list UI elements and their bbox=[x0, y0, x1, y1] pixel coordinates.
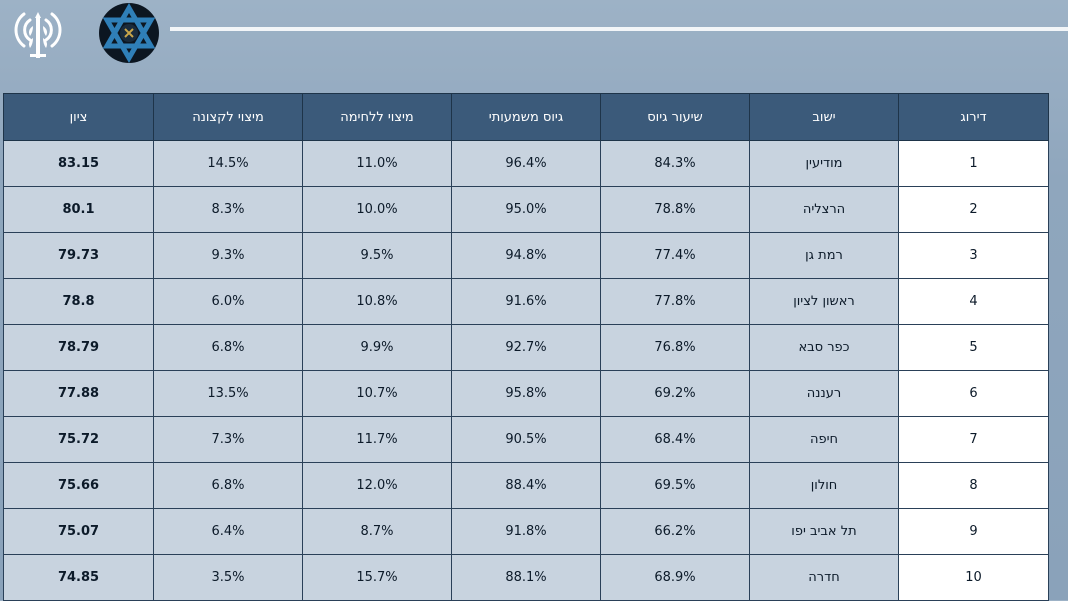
combat-utilization-cell: 10.7% bbox=[302, 370, 452, 417]
meaningful-enlistment-cell: 91.6% bbox=[451, 278, 601, 325]
meaningful-enlistment-cell: 94.8% bbox=[451, 232, 601, 279]
enlistment-rate-cell: 78.8% bbox=[600, 186, 750, 233]
city-cell: מודיעין bbox=[749, 140, 899, 187]
combat-utilization-cell: 8.7% bbox=[302, 508, 452, 555]
table-row: 8 חולון 69.5% 88.4% 12.0% 6.8% 75.66 bbox=[3, 462, 1049, 509]
city-cell: תל אביב יפו bbox=[749, 508, 899, 555]
meaningful-enlistment-cell: 92.7% bbox=[451, 324, 601, 371]
header-meaningful-enlistment: גיוס משמעותי bbox=[451, 93, 601, 141]
score-cell: 77.88 bbox=[3, 370, 154, 417]
city-ranking-table: דירוג ישוב שיעור גיוס גיוס משמעותי מיצוי… bbox=[3, 93, 1049, 601]
table-row: 7 חיפה 68.4% 90.5% 11.7% 7.3% 75.72 bbox=[3, 416, 1049, 463]
score-cell: 75.66 bbox=[3, 462, 154, 509]
combat-utilization-cell: 9.5% bbox=[302, 232, 452, 279]
city-cell: ראשון לציון bbox=[749, 278, 899, 325]
city-cell: חדרה bbox=[749, 554, 899, 601]
score-cell: 78.8 bbox=[3, 278, 154, 325]
header-rank: דירוג bbox=[898, 93, 1049, 141]
meaningful-enlistment-cell: 88.4% bbox=[451, 462, 601, 509]
enlistment-rate-cell: 76.8% bbox=[600, 324, 750, 371]
table-row: 2 הרצליה 78.8% 95.0% 10.0% 8.3% 80.1 bbox=[3, 186, 1049, 233]
rank-cell: 5 bbox=[898, 324, 1049, 371]
score-cell: 80.1 bbox=[3, 186, 154, 233]
enlistment-rate-cell: 68.9% bbox=[600, 554, 750, 601]
table-row: 6 רעננה 69.2% 95.8% 10.7% 13.5% 77.88 bbox=[3, 370, 1049, 417]
rank-cell: 4 bbox=[898, 278, 1049, 325]
table-row: 3 רמת גן 77.4% 94.8% 9.5% 9.3% 79.73 bbox=[3, 232, 1049, 279]
rank-cell: 1 bbox=[898, 140, 1049, 187]
combat-utilization-cell: 10.0% bbox=[302, 186, 452, 233]
city-cell: חולון bbox=[749, 462, 899, 509]
city-cell: רעננה bbox=[749, 370, 899, 417]
table-row: 10 חדרה 68.9% 88.1% 15.7% 3.5% 74.85 bbox=[3, 554, 1049, 601]
meaningful-enlistment-cell: 90.5% bbox=[451, 416, 601, 463]
table-row: 9 תל אביב יפו 66.2% 91.8% 8.7% 6.4% 75.0… bbox=[3, 508, 1049, 555]
combat-utilization-cell: 15.7% bbox=[302, 554, 452, 601]
meaningful-enlistment-cell: 96.4% bbox=[451, 140, 601, 187]
combat-utilization-cell: 11.0% bbox=[302, 140, 452, 187]
rank-cell: 3 bbox=[898, 232, 1049, 279]
table-row: 4 ראשון לציון 77.8% 91.6% 10.8% 6.0% 78.… bbox=[3, 278, 1049, 325]
antenna-sword-emblem-icon bbox=[14, 12, 62, 58]
enlistment-rate-cell: 66.2% bbox=[600, 508, 750, 555]
officer-utilization-cell: 14.5% bbox=[153, 140, 303, 187]
officer-utilization-cell: 6.8% bbox=[153, 462, 303, 509]
star-of-david-badge-icon bbox=[99, 3, 159, 63]
meaningful-enlistment-cell: 88.1% bbox=[451, 554, 601, 601]
enlistment-rate-cell: 69.2% bbox=[600, 370, 750, 417]
score-cell: 83.15 bbox=[3, 140, 154, 187]
combat-utilization-cell: 12.0% bbox=[302, 462, 452, 509]
score-cell: 75.07 bbox=[3, 508, 154, 555]
rank-cell: 7 bbox=[898, 416, 1049, 463]
city-cell: חיפה bbox=[749, 416, 899, 463]
enlistment-rate-cell: 77.4% bbox=[600, 232, 750, 279]
rank-cell: 8 bbox=[898, 462, 1049, 509]
header-combat-utilization: מיצוי ללחימה bbox=[302, 93, 452, 141]
officer-utilization-cell: 6.4% bbox=[153, 508, 303, 555]
city-cell: רמת גן bbox=[749, 232, 899, 279]
rank-cell: 9 bbox=[898, 508, 1049, 555]
top-bar bbox=[0, 0, 1068, 92]
score-cell: 79.73 bbox=[3, 232, 154, 279]
enlistment-rate-cell: 77.8% bbox=[600, 278, 750, 325]
officer-utilization-cell: 6.8% bbox=[153, 324, 303, 371]
table-header-row: דירוג ישוב שיעור גיוס גיוס משמעותי מיצוי… bbox=[3, 93, 1049, 141]
header-score: ציון bbox=[3, 93, 154, 141]
combat-utilization-cell: 10.8% bbox=[302, 278, 452, 325]
officer-utilization-cell: 6.0% bbox=[153, 278, 303, 325]
enlistment-rate-cell: 69.5% bbox=[600, 462, 750, 509]
city-cell: כפר סבא bbox=[749, 324, 899, 371]
meaningful-enlistment-cell: 91.8% bbox=[451, 508, 601, 555]
officer-utilization-cell: 8.3% bbox=[153, 186, 303, 233]
enlistment-rate-cell: 68.4% bbox=[600, 416, 750, 463]
enlistment-rate-cell: 84.3% bbox=[600, 140, 750, 187]
meaningful-enlistment-cell: 95.0% bbox=[451, 186, 601, 233]
officer-utilization-cell: 3.5% bbox=[153, 554, 303, 601]
top-divider-line bbox=[170, 27, 1068, 31]
score-cell: 74.85 bbox=[3, 554, 154, 601]
meaningful-enlistment-cell: 95.8% bbox=[451, 370, 601, 417]
table-row: 5 כפר סבא 76.8% 92.7% 9.9% 6.8% 78.79 bbox=[3, 324, 1049, 371]
rank-cell: 2 bbox=[898, 186, 1049, 233]
header-enlistment-rate: שיעור גיוס bbox=[600, 93, 750, 141]
rank-cell: 10 bbox=[898, 554, 1049, 601]
officer-utilization-cell: 7.3% bbox=[153, 416, 303, 463]
score-cell: 78.79 bbox=[3, 324, 154, 371]
header-officer-utilization: מיצוי לקצונה bbox=[153, 93, 303, 141]
combat-utilization-cell: 9.9% bbox=[302, 324, 452, 371]
officer-utilization-cell: 9.3% bbox=[153, 232, 303, 279]
header-city: ישוב bbox=[749, 93, 899, 141]
city-cell: הרצליה bbox=[749, 186, 899, 233]
rank-cell: 6 bbox=[898, 370, 1049, 417]
score-cell: 75.72 bbox=[3, 416, 154, 463]
officer-utilization-cell: 13.5% bbox=[153, 370, 303, 417]
table-row: 1 מודיעין 84.3% 96.4% 11.0% 14.5% 83.15 bbox=[3, 140, 1049, 187]
combat-utilization-cell: 11.7% bbox=[302, 416, 452, 463]
